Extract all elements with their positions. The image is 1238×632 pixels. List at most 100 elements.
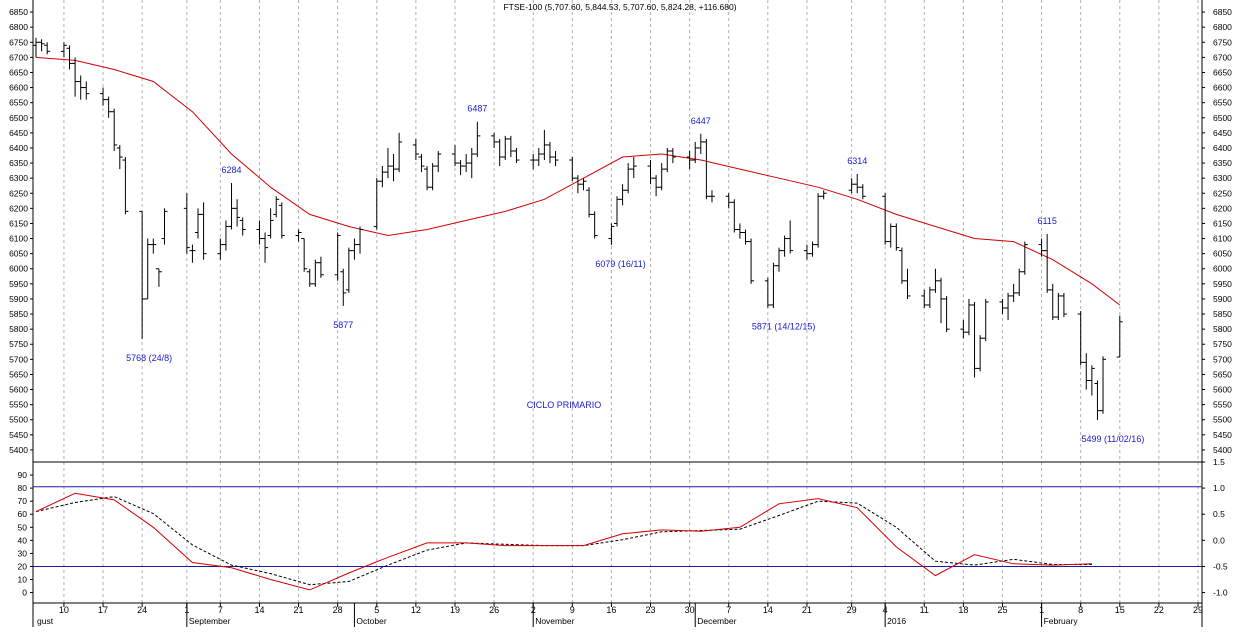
x-day-label: 15 bbox=[1115, 605, 1125, 615]
x-day-label: 14 bbox=[763, 605, 773, 615]
x-day-label: 7 bbox=[218, 605, 223, 615]
price-tick-label-left: 6750 bbox=[9, 37, 28, 47]
price-annotation: 5877 bbox=[333, 320, 353, 330]
price-tick-label-right: 5700 bbox=[1213, 354, 1232, 364]
price-annotation: 6487 bbox=[467, 104, 487, 114]
osc-tick-label-left: 40 bbox=[18, 535, 28, 545]
x-day-label: 25 bbox=[997, 605, 1007, 615]
price-annotation: 5871 (14/12/15) bbox=[752, 322, 816, 332]
price-tick-label-left: 6050 bbox=[9, 249, 28, 259]
chart-title: FTSE-100 (5,707.60, 5,844.53, 5,707.60, … bbox=[503, 2, 736, 12]
price-tick-label-right: 6850 bbox=[1213, 7, 1232, 17]
osc-tick-label-right: 1.0 bbox=[1213, 483, 1225, 493]
x-month-label: 2016 bbox=[887, 616, 906, 626]
price-tick-label-left: 5900 bbox=[9, 294, 28, 304]
price-tick-label-left: 6700 bbox=[9, 52, 28, 62]
price-tick-label-left: 6450 bbox=[9, 128, 28, 138]
price-tick-label-left: 5400 bbox=[9, 445, 28, 455]
price-tick-label-left: 6500 bbox=[9, 113, 28, 123]
osc-tick-label-left: 60 bbox=[18, 509, 28, 519]
price-tick-label-left: 5950 bbox=[9, 279, 28, 289]
x-month-label: September bbox=[189, 616, 231, 626]
series-osc-d-line bbox=[35, 496, 1092, 586]
osc-tick-label-left: 80 bbox=[18, 483, 28, 493]
x-day-label: 24 bbox=[137, 605, 147, 615]
price-tick-label-right: 6450 bbox=[1213, 128, 1232, 138]
price-tick-label-right: 5900 bbox=[1213, 294, 1232, 304]
price-annotation: 6115 bbox=[1037, 216, 1056, 226]
price-tick-label-left: 5700 bbox=[9, 354, 28, 364]
osc-tick-label-right: 0.5 bbox=[1213, 509, 1225, 519]
x-day-label: 29 bbox=[1193, 605, 1203, 615]
osc-tick-label-right: -1.0 bbox=[1213, 588, 1228, 598]
price-tick-label-left: 6250 bbox=[9, 188, 28, 198]
price-annotation: 6447 bbox=[691, 116, 711, 126]
price-tick-label-right: 6700 bbox=[1213, 52, 1232, 62]
x-day-label: 11 bbox=[920, 605, 929, 615]
x-day-label: 8 bbox=[1078, 605, 1083, 615]
x-month-label: October bbox=[356, 616, 386, 626]
series-osc-k-line bbox=[35, 492, 1092, 591]
x-day-label: 30 bbox=[685, 605, 695, 615]
x-day-label: 26 bbox=[489, 605, 499, 615]
x-day-label: 10 bbox=[59, 605, 69, 615]
x-day-label: 16 bbox=[606, 605, 616, 615]
price-annotation: 5768 (24/8) bbox=[126, 353, 172, 363]
price-tick-label-left: 5650 bbox=[9, 369, 28, 379]
price-tick-label-left: 6300 bbox=[9, 173, 28, 183]
price-tick-label-right: 6250 bbox=[1213, 188, 1232, 198]
x-day-label: 5 bbox=[374, 605, 379, 615]
price-tick-label-left: 6650 bbox=[9, 67, 28, 77]
price-tick-label-left: 5450 bbox=[9, 430, 28, 440]
price-tick-label-left: 5800 bbox=[9, 324, 28, 334]
osc-tick-label-right: -0.5 bbox=[1213, 561, 1228, 571]
x-day-label: 17 bbox=[98, 605, 108, 615]
x-month-label: December bbox=[697, 616, 736, 626]
osc-tick-label-right: 0.0 bbox=[1213, 535, 1225, 545]
x-day-label: 7 bbox=[726, 605, 731, 615]
osc-tick-label-left: 0 bbox=[22, 588, 27, 598]
price-annotation: 6079 (16/11) bbox=[595, 259, 645, 269]
price-tick-label-right: 5400 bbox=[1213, 445, 1232, 455]
osc-tick-label-left: 20 bbox=[18, 561, 28, 571]
price-tick-label-right: 5850 bbox=[1213, 309, 1232, 319]
x-day-label: 29 bbox=[847, 605, 857, 615]
price-annotation: 6284 bbox=[222, 165, 242, 175]
osc-tick-label-left: 30 bbox=[18, 548, 28, 558]
price-tick-label-left: 5750 bbox=[9, 339, 28, 349]
osc-tick-label-left: 90 bbox=[18, 470, 28, 480]
x-day-label: 21 bbox=[294, 605, 304, 615]
price-tick-label-right: 6150 bbox=[1213, 218, 1232, 228]
annotation-ciclo-primario: CICLO PRIMARIO bbox=[527, 400, 602, 410]
price-tick-label-right: 6800 bbox=[1213, 22, 1232, 32]
price-tick-label-right: 5550 bbox=[1213, 400, 1232, 410]
price-tick-label-right: 6000 bbox=[1213, 264, 1232, 274]
price-tick-label-right: 5950 bbox=[1213, 279, 1232, 289]
price-tick-label-left: 5500 bbox=[9, 415, 28, 425]
x-month-label: gust bbox=[37, 616, 54, 626]
price-tick-label-left: 6800 bbox=[9, 22, 28, 32]
price-tick-label-left: 5600 bbox=[9, 385, 28, 395]
price-tick-label-right: 5450 bbox=[1213, 430, 1232, 440]
price-tick-label-left: 6600 bbox=[9, 83, 28, 93]
price-tick-label-left: 5550 bbox=[9, 400, 28, 410]
osc-tick-label-left: 50 bbox=[18, 522, 28, 532]
price-tick-label-right: 5650 bbox=[1213, 369, 1232, 379]
osc-tick-label-left: 70 bbox=[18, 496, 28, 506]
price-tick-label-right: 6300 bbox=[1213, 173, 1232, 183]
x-day-label: 14 bbox=[254, 605, 264, 615]
price-tick-label-left: 6350 bbox=[9, 158, 28, 168]
price-tick-label-right: 5800 bbox=[1213, 324, 1232, 334]
price-tick-label-left: 6400 bbox=[9, 143, 28, 153]
price-tick-label-left: 6550 bbox=[9, 98, 28, 108]
price-tick-label-left: 6000 bbox=[9, 264, 28, 274]
price-tick-label-right: 6400 bbox=[1213, 143, 1232, 153]
x-day-label: 21 bbox=[802, 605, 812, 615]
price-annotation: 6314 bbox=[847, 156, 867, 166]
x-month-label: November bbox=[535, 616, 574, 626]
x-day-label: 12 bbox=[411, 605, 421, 615]
x-day-label: 28 bbox=[333, 605, 343, 615]
price-tick-label-left: 6150 bbox=[9, 218, 28, 228]
price-tick-label-right: 6550 bbox=[1213, 98, 1232, 108]
